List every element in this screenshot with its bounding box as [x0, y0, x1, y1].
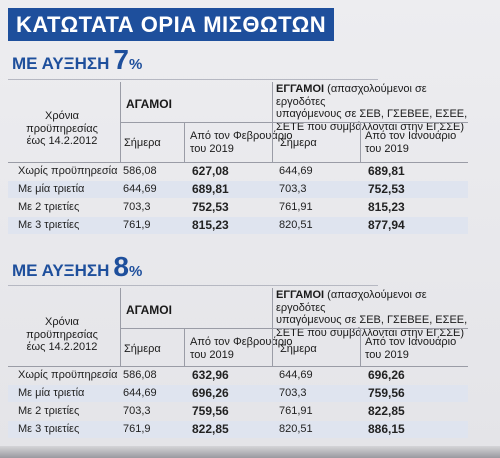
years-header: Χρόνια προϋπηρεσίας έως 14.2.2012 [26, 110, 98, 147]
divider [8, 285, 378, 286]
married-header: ΕΓΓΑΜΟΙ (απασχολούμενοι σε εργοδότες υπα… [276, 83, 471, 133]
married-now: 644,69 [279, 369, 313, 381]
married-jan: 886,15 [368, 422, 405, 436]
married-now: 703,3 [279, 183, 307, 195]
married-note: (απασχολούμενοι σε εργοδότες υπαγόμενους… [276, 289, 468, 339]
married-now: 761,91 [279, 201, 313, 213]
row-label: Χωρίς προϋπηρεσία [18, 165, 118, 177]
single-feb: 759,56 [192, 404, 229, 418]
today-header-2: Σήμερα [280, 137, 317, 149]
married-jan: 822,85 [368, 404, 405, 418]
married-now: 820,51 [279, 219, 313, 231]
married-label: ΕΓΓΑΜΟΙ [276, 289, 325, 301]
married-jan: 759,56 [368, 386, 405, 400]
married-jan: 752,53 [368, 182, 405, 196]
title-banner: ΚΑΤΩΤΑΤΑ ΟΡΙΑ ΜΙΣΘΩΤΩΝ [8, 8, 334, 41]
single-feb: 632,96 [192, 368, 229, 382]
single-now: 644,69 [123, 183, 157, 195]
rule [184, 122, 185, 162]
section-percent: % [128, 263, 143, 280]
rule [120, 328, 468, 329]
table-row: Με 2 τριετίες 703,3 759,56 761,91 822,85 [8, 403, 468, 420]
single-header: ΑΓΑΜΟΙ [126, 303, 172, 317]
row-label: Με 3 τριετίες [18, 219, 80, 231]
rule [272, 82, 273, 162]
section-label: ΜΕ ΑΥΞΗΣΗ [12, 54, 110, 73]
single-now: 703,3 [123, 201, 151, 213]
married-jan: 877,94 [368, 218, 405, 232]
page-title: ΚΑΤΩΤΑΤΑ ΟΡΙΑ ΜΙΣΘΩΤΩΝ [16, 12, 327, 37]
married-now: 820,51 [279, 423, 313, 435]
from-feb-header: Από τον Φεβρουάριο του 2019 [190, 130, 293, 155]
rule [184, 328, 185, 366]
row-label: Με μία τριετία [18, 183, 85, 195]
section-number: 8 [113, 251, 129, 282]
married-jan: 815,23 [368, 200, 405, 214]
table-row: Χωρίς προϋπηρεσία 586,08 632,96 644,69 6… [8, 367, 468, 384]
single-now: 644,69 [123, 387, 157, 399]
married-now: 644,69 [279, 165, 313, 177]
married-header: ΕΓΓΑΜΟΙ (απασχολούμενοι σε εργοδότες υπα… [276, 289, 471, 339]
section-title-7: ΜΕ ΑΥΞΗΣΗ 7% [12, 44, 142, 76]
row-label: Με 2 τριετίες [18, 405, 80, 417]
section-number: 7 [113, 44, 129, 75]
table-row: Με μία τριετία 644,69 689,81 703,3 752,5… [8, 181, 468, 198]
years-header: Χρόνια προϋπηρεσίας έως 14.2.2012 [26, 316, 98, 353]
row-label: Με 3 τριετίες [18, 423, 80, 435]
single-now: 703,3 [123, 405, 151, 417]
single-feb: 815,23 [192, 218, 229, 232]
rule [360, 122, 361, 162]
single-feb: 696,26 [192, 386, 229, 400]
rule [360, 328, 361, 366]
divider [8, 79, 378, 80]
single-now: 761,9 [123, 219, 151, 231]
rule [120, 288, 121, 366]
rule [8, 366, 468, 367]
single-now: 586,08 [123, 165, 157, 177]
from-jan-header: Από τον Ιανουάριο του 2019 [365, 130, 457, 155]
table-row: Με μία τριετία 644,69 696,26 703,3 759,5… [8, 385, 468, 402]
single-feb: 822,85 [192, 422, 229, 436]
single-feb: 689,81 [192, 182, 229, 196]
table-row: Χωρίς προϋπηρεσία 586,08 627,08 644,69 6… [8, 163, 468, 180]
section-percent: % [128, 56, 143, 73]
wage-table-8: Χρόνια προϋπηρεσίας έως 14.2.2012 ΑΓΑΜΟΙ… [8, 286, 468, 444]
table-row: Με 3 τριετίες 761,9 822,85 820,51 886,15 [8, 421, 468, 438]
married-now: 703,3 [279, 387, 307, 399]
married-note: (απασχολούμενοι σε εργοδότες υπαγόμενους… [276, 83, 468, 133]
single-feb: 627,08 [192, 164, 229, 178]
from-jan-header: Από τον Ιανουάριο του 2019 [365, 336, 457, 361]
married-jan: 689,81 [368, 164, 405, 178]
today-header: Σήμερα [124, 137, 161, 149]
rule [120, 122, 468, 123]
photo-edge [0, 446, 500, 458]
rule [120, 82, 121, 162]
row-label: Με μία τριετία [18, 387, 85, 399]
single-now: 586,08 [123, 369, 157, 381]
row-label: Με 2 τριετίες [18, 201, 80, 213]
married-jan: 696,26 [368, 368, 405, 382]
single-now: 761,9 [123, 423, 151, 435]
row-label: Χωρίς προϋπηρεσία [18, 369, 118, 381]
single-feb: 752,53 [192, 200, 229, 214]
today-header-2: Σήμερα [280, 343, 317, 355]
today-header: Σήμερα [124, 343, 161, 355]
rule [272, 288, 273, 366]
from-feb-header: Από τον Φεβρουάριο του 2019 [190, 336, 293, 361]
table-row: Με 3 τριετίες 761,9 815,23 820,51 877,94 [8, 217, 468, 234]
rule [8, 162, 468, 163]
section-title-8: ΜΕ ΑΥΞΗΣΗ 8% [12, 251, 142, 283]
table-row: Με 2 τριετίες 703,3 752,53 761,91 815,23 [8, 199, 468, 216]
married-now: 761,91 [279, 405, 313, 417]
wage-table-7: Χρόνια προϋπηρεσίας έως 14.2.2012 ΑΓΑΜΟΙ… [8, 80, 468, 240]
section-label: ΜΕ ΑΥΞΗΣΗ [12, 261, 110, 280]
married-label: ΕΓΓΑΜΟΙ [276, 83, 325, 95]
single-header: ΑΓΑΜΟΙ [126, 97, 172, 111]
